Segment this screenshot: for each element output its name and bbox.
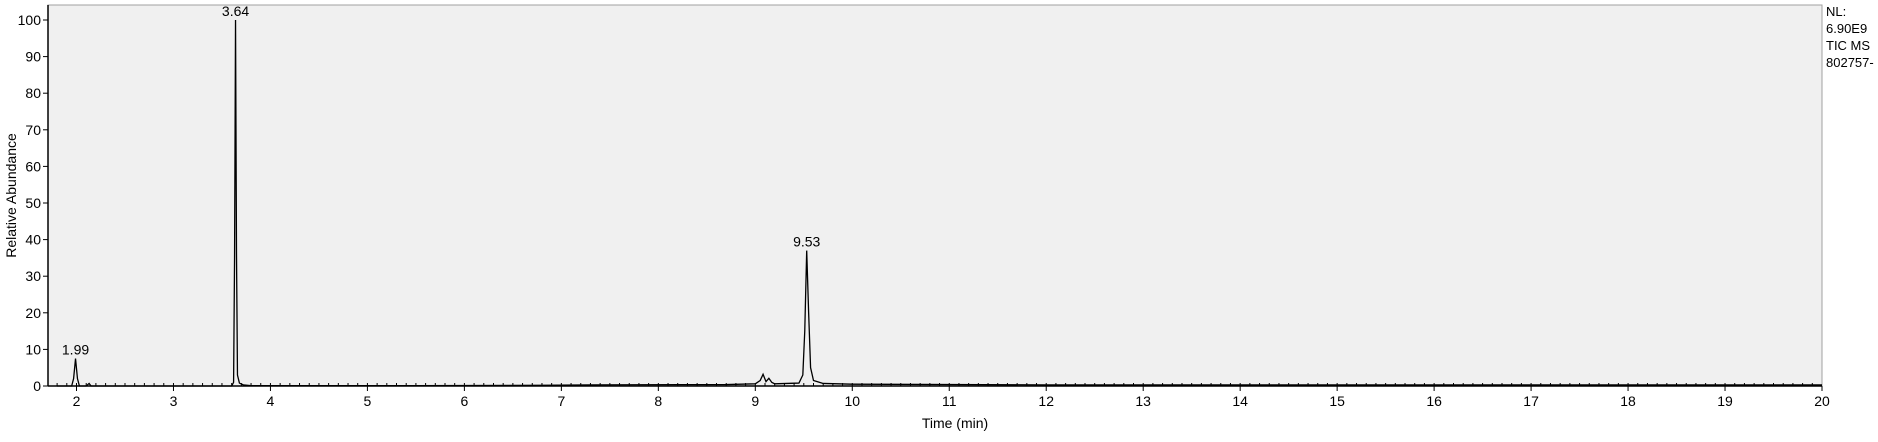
x-tick-label: 15 xyxy=(1329,393,1345,409)
x-tick-label: 14 xyxy=(1232,393,1248,409)
x-tick-label: 6 xyxy=(460,393,468,409)
x-tick-label: 11 xyxy=(942,393,957,409)
y-tick-label: 20 xyxy=(25,305,41,321)
nl-value: 6.90E9 xyxy=(1826,21,1868,36)
y-axis-title: Relative Abundance xyxy=(3,133,19,258)
x-tick-label: 4 xyxy=(267,393,275,409)
series-line xyxy=(57,19,1822,387)
y-tick-label: 50 xyxy=(25,195,41,211)
x-tick-label: 17 xyxy=(1523,393,1539,409)
x-tick-label: 3 xyxy=(170,393,178,409)
peak-label: 1.99 xyxy=(62,342,89,358)
y-tick-label: 60 xyxy=(25,158,41,174)
x-tick-label: 7 xyxy=(557,393,565,409)
y-tick-label: 0 xyxy=(33,378,41,394)
y-tick-label: 80 xyxy=(25,85,41,101)
x-tick-label: 18 xyxy=(1620,393,1636,409)
trace-type: TIC MS xyxy=(1826,38,1871,53)
nl-label: NL: xyxy=(1826,4,1847,19)
y-tick-label: 90 xyxy=(25,49,41,65)
x-tick-label: 9 xyxy=(751,393,759,409)
y-tick-label: 30 xyxy=(25,268,41,284)
x-tick-label: 8 xyxy=(654,393,662,409)
y-tick-label: 40 xyxy=(25,232,41,248)
y-tick-label: 100 xyxy=(18,12,42,28)
x-tick-label: 10 xyxy=(844,393,860,409)
peak-label: 9.53 xyxy=(793,234,820,250)
y-tick-label: 10 xyxy=(25,341,41,357)
peak-label: 3.64 xyxy=(222,3,249,19)
x-tick-label: 20 xyxy=(1814,393,1830,409)
y-axis-ticks: 0 10 20 30 40 50 60 70 80 90 100 xyxy=(18,12,48,394)
plot-area xyxy=(47,4,1823,387)
peak-labels: 1.99 3.64 9.53 xyxy=(62,3,821,358)
x-tick-label: 12 xyxy=(1038,393,1054,409)
x-tick-label: 5 xyxy=(364,393,372,409)
x-axis-title: Time (min) xyxy=(922,415,988,431)
x-tick-label: 2 xyxy=(73,393,81,409)
x-tick-label: 19 xyxy=(1717,393,1733,409)
file-name: 802757- xyxy=(1826,55,1874,70)
y-tick-label: 70 xyxy=(25,122,41,138)
x-tick-label: 16 xyxy=(1426,393,1442,409)
x-axis-ticks: 2 3 4 5 6 7 8 9 10 11 12 13 14 15 16 17 18 19 20 xyxy=(73,386,1830,409)
x-tick-label: 13 xyxy=(1135,393,1151,409)
scan-info: NL: 6.90E9 TIC MS 802757- xyxy=(1826,3,1878,71)
